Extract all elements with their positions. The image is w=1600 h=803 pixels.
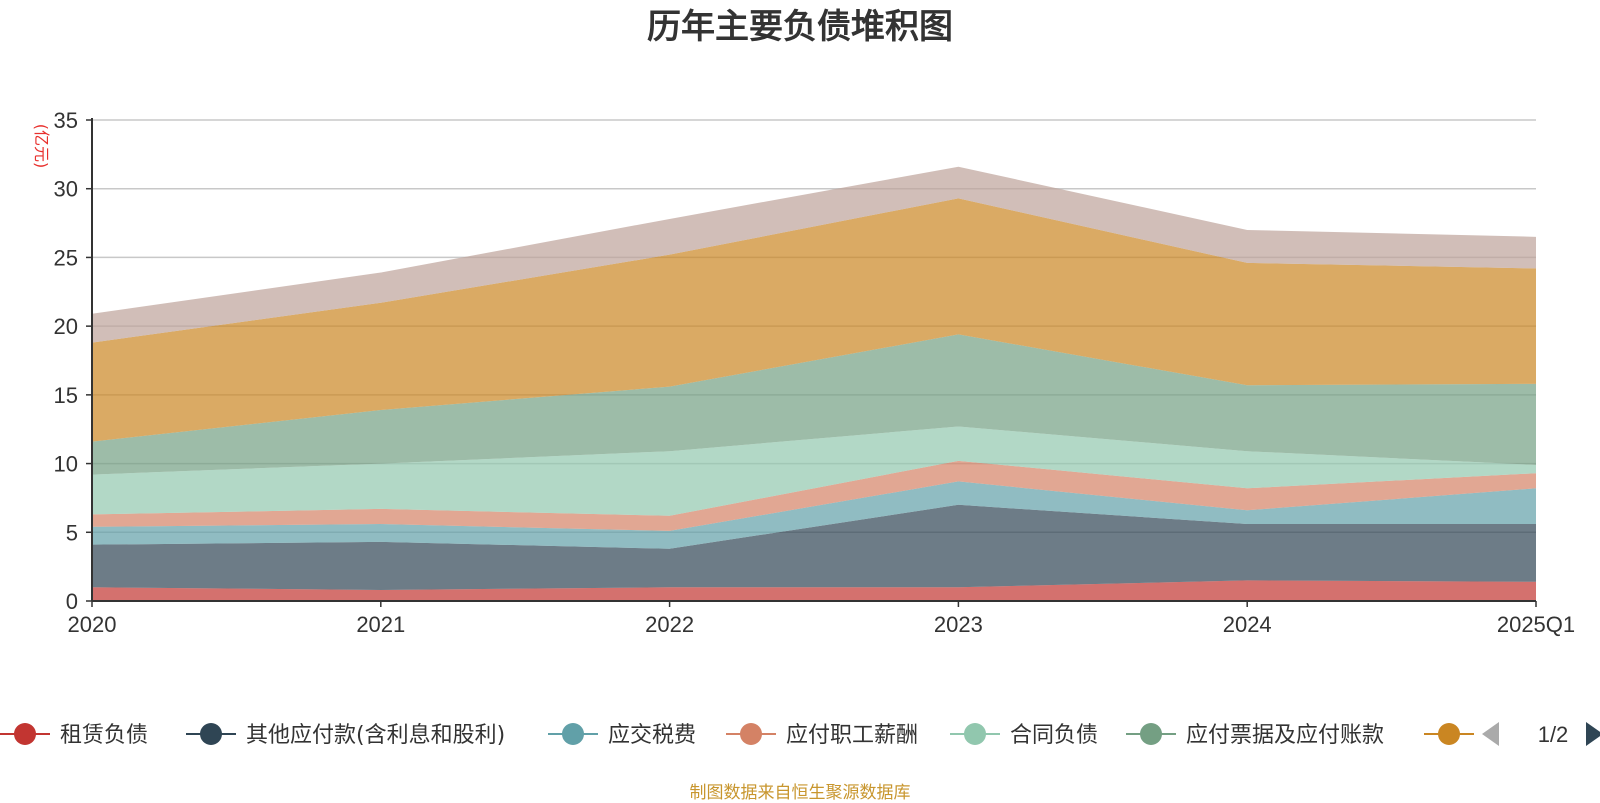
legend-item: 其他应付款(含利息和股利) xyxy=(186,723,505,748)
chart-title: 历年主要负债堆积图 xyxy=(647,7,953,47)
series-area-7 xyxy=(92,198,1536,442)
series-area-1 xyxy=(92,580,1536,601)
x-tick-label: 2024 xyxy=(1223,612,1272,637)
legend-next-page-icon[interactable] xyxy=(1586,722,1600,746)
legend-label: 应交税费 xyxy=(608,723,696,748)
y-tick-label: 5 xyxy=(66,520,78,545)
series-area-3 xyxy=(92,481,1536,549)
y-tick-label: 30 xyxy=(54,177,78,202)
legend-circle-marker xyxy=(1140,723,1162,745)
legend-circle-marker xyxy=(740,723,762,745)
series-area-5 xyxy=(92,426,1536,516)
legend-label: 应付职工薪酬 xyxy=(786,723,918,748)
legend-item: 应付职工薪酬 xyxy=(726,723,918,748)
x-tick-label: 2022 xyxy=(645,612,694,637)
x-tick-label: 2023 xyxy=(934,612,983,637)
y-tick-label: 10 xyxy=(54,452,78,477)
series-area-8 xyxy=(92,166,1536,343)
legend-item: 短 xyxy=(1424,723,1474,745)
legend-item: 应付票据及应付账款 xyxy=(1126,723,1384,748)
series-area-4 xyxy=(92,460,1536,531)
legend-item: 租赁负债 xyxy=(0,723,148,748)
legend-circle-marker xyxy=(1438,723,1460,745)
y-tick-label: 25 xyxy=(54,245,78,270)
data-source-note: 制图数据来自恒生聚源数据库 xyxy=(689,783,911,803)
y-tick-label: 0 xyxy=(66,589,78,614)
legend-item: 合同负债 xyxy=(950,723,1098,748)
legend: 租赁负债 其他应付款(含利息和股利) 应交税费 应付职工薪酬 合同负债 应付票据及应付账款… xyxy=(0,723,1474,748)
legend-circle-marker xyxy=(562,723,584,745)
y-tick-label: 35 xyxy=(54,108,78,133)
y-tick-label: 15 xyxy=(54,383,78,408)
series-area-2 xyxy=(92,504,1536,591)
series-area-6 xyxy=(92,334,1536,475)
legend-page-indicator: 1/2 xyxy=(1538,722,1569,747)
legend-label: 租赁负债 xyxy=(60,723,148,748)
legend-label: 合同负债 xyxy=(1010,723,1098,748)
legend-prev-page-icon[interactable] xyxy=(1482,722,1499,746)
x-tick-label: 2025Q1 xyxy=(1497,612,1575,637)
x-tick-label: 2021 xyxy=(356,612,405,637)
y-tick-label: 20 xyxy=(54,314,78,339)
legend-circle-marker xyxy=(14,723,36,745)
y-axis-unit-label: (亿元) xyxy=(32,124,51,169)
legend-item: 应交税费 xyxy=(548,723,696,748)
legend-circle-marker xyxy=(200,723,222,745)
legend-label: 应付票据及应付账款 xyxy=(1186,723,1384,748)
x-tick-label: 2020 xyxy=(68,612,117,637)
legend-circle-marker xyxy=(964,723,986,745)
legend-label: 其他应付款(含利息和股利) xyxy=(246,723,505,748)
